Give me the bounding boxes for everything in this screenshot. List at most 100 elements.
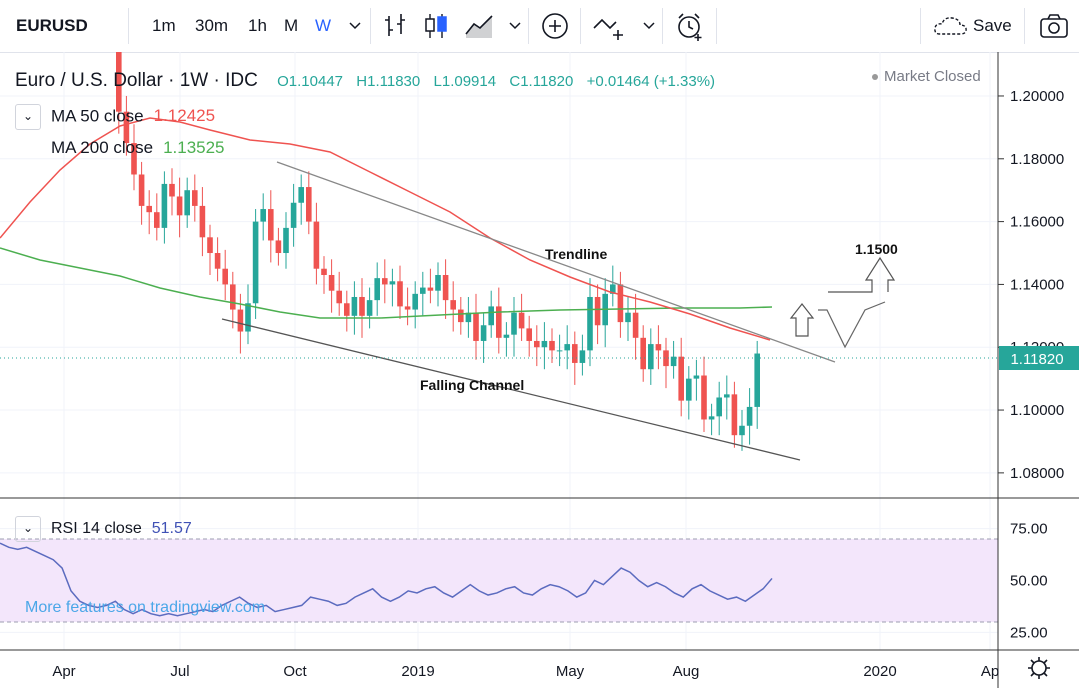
add-indicator-icon[interactable] [540,12,570,42]
price-tick-label: 1.14000 [1010,276,1064,293]
candle-body [336,290,342,304]
candle-body [290,202,297,228]
interval-M[interactable]: M [284,16,299,35]
candle-body [252,221,259,304]
camera-icon[interactable] [1039,13,1069,39]
candle-body [214,253,221,269]
chart-title: Euro / U.S. Dollar · 1W · IDC O1.10447 H… [15,70,715,92]
candle-body [435,275,441,291]
projection-zigzag [818,301,886,349]
candle-body [397,281,403,307]
candle-body [154,212,160,228]
collapse-chevron-icon[interactable]: ⌄ [15,516,41,542]
compare-icon[interactable] [592,12,626,42]
ohlc-open: O1.10447 [277,73,343,90]
candle-body [594,296,601,326]
candle-body [534,340,540,348]
time-tick-label: Ap [981,663,999,680]
candle-body [458,309,464,323]
toolbar-divider [128,8,129,44]
candle-body [640,337,646,370]
candle-body [708,416,715,420]
toolbar-divider [662,8,663,44]
candle-body [511,312,517,335]
ma50-label: MA 50 close [51,106,144,126]
interval-30m[interactable]: 30m [195,16,229,35]
candle-body [268,209,274,241]
candle-body [283,227,289,254]
ma200-legend[interactable]: MA 200 close 1.13525 [51,138,225,158]
candle-body [131,143,137,175]
time-tick-label: 2019 [401,663,434,680]
candle-body [442,275,449,301]
symbol-title: Euro / U.S. Dollar · 1W · IDC [15,70,258,91]
candles-style-icon[interactable] [423,12,449,40]
rsi-label: RSI 14 close [51,520,142,538]
time-tick-label: May [556,663,585,680]
symbol-search[interactable]: EURUSD [16,16,88,35]
candle-body [328,275,335,291]
collapse-chevron-icon[interactable]: ⌄ [15,104,41,130]
candle-body [351,296,358,316]
market-status-text: Market Closed [884,68,981,85]
time-tick-label: Oct [283,663,307,680]
interval-1h[interactable]: 1h [248,16,267,35]
price-tick-label: 1.18000 [1010,151,1064,168]
candles [100,0,760,451]
candle-body [473,312,479,341]
candle-body [306,187,312,222]
ma50-legend[interactable]: ⌄ MA 50 close 1.12425 [15,104,215,130]
area-style-icon[interactable] [464,12,494,40]
candle-body [382,278,388,285]
candle-body [724,394,730,398]
rsi-line [0,542,773,617]
watermark[interactable]: More features on tradingview.com [25,599,265,616]
rsi-value: 51.57 [151,520,192,538]
candle-body [670,356,677,367]
candle-body [199,205,206,238]
time-axis[interactable]: Apr Jul Oct 2019 May Aug 2020 Ap [52,663,999,680]
market-status: Market Closed [872,68,981,85]
toolbar-divider [528,8,529,44]
rsi-axis[interactable]: 75.00 50.00 25.00 [1010,521,1048,642]
status-dot-icon [872,74,878,81]
time-tick-label: 2020 [863,663,896,680]
candle-body [222,268,228,285]
price-axis[interactable]: 1.200001.180001.160001.140001.120001.100… [998,88,1064,482]
interval-W[interactable]: W [315,16,332,35]
candle-body [169,183,175,197]
chevron-down-icon[interactable] [642,20,656,32]
save-button[interactable]: Save [973,16,1012,35]
bars-style-icon[interactable] [383,12,409,40]
candle-body [245,303,251,332]
settings-gear-icon[interactable] [1028,657,1050,679]
candle-body [693,375,700,379]
candle-body [412,293,418,310]
candle-body [663,350,669,367]
candle-body [161,183,168,228]
candle-body [488,306,494,326]
toolbar-divider [1024,8,1025,44]
candle-body [450,300,456,310]
alert-clock-icon[interactable] [675,12,705,42]
candle-body [260,209,266,222]
candle-body [192,190,198,206]
candle-body [701,375,707,420]
candle-body [359,296,365,316]
candle-body [116,33,122,112]
price-tick-label: 1.20000 [1010,88,1064,105]
interval-1m[interactable]: 1m [152,16,176,35]
rsi-legend[interactable]: ⌄ RSI 14 close 51.57 [15,516,192,542]
candle-body [754,353,760,407]
chevron-down-icon[interactable] [348,20,362,32]
candle-body [275,240,282,254]
cloud-save-icon[interactable] [932,14,970,38]
candle-body [207,237,213,254]
top-toolbar: EURUSD 1m 30m 1h M W Save [0,0,1079,53]
chevron-down-icon[interactable] [508,20,522,32]
candle-body [344,303,350,316]
toolbar-divider [580,8,581,44]
last-price-tag [999,346,1079,370]
